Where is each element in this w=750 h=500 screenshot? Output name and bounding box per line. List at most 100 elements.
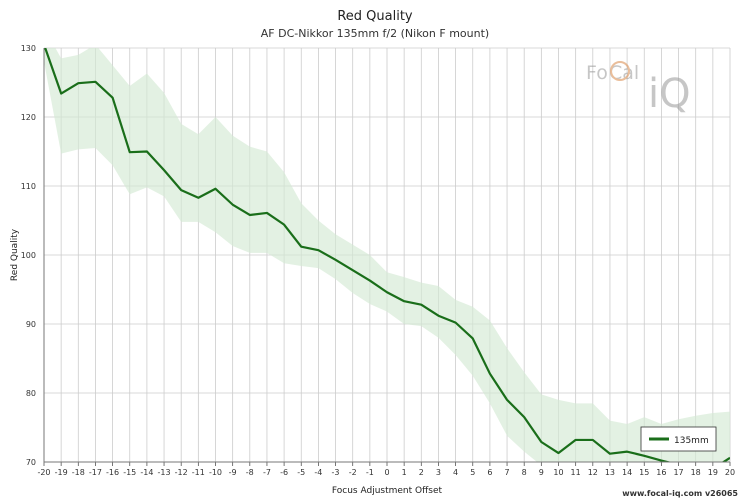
chart-subtitle: AF DC-Nikkor 135mm f/2 (Nikon F mount) (261, 27, 489, 40)
y-tick-label: 130 (21, 44, 36, 53)
data-point (163, 169, 165, 171)
legend: 135mm (640, 426, 717, 452)
chart-title: Red Quality (337, 9, 413, 24)
x-tick-label: -9 (229, 468, 237, 477)
x-tick-label: -13 (158, 468, 171, 477)
data-point (111, 96, 113, 98)
x-tick-label: 0 (384, 468, 389, 477)
data-point (609, 453, 611, 455)
x-tick-label: 7 (505, 468, 510, 477)
logo-ring-icon (610, 61, 630, 81)
x-tick-label: 11 (571, 468, 581, 477)
data-point (60, 92, 62, 94)
x-tick-label: 6 (487, 468, 492, 477)
x-tick-label: 18 (691, 468, 701, 477)
series-line-layer (43, 43, 731, 462)
x-tick-label: -16 (106, 468, 119, 477)
x-tick-label: -19 (55, 468, 68, 477)
data-point (420, 303, 422, 305)
x-tick-label: -12 (175, 468, 188, 477)
legend-label-135mm: 135mm (674, 436, 709, 446)
data-point (437, 315, 439, 317)
x-tick-label: 13 (605, 468, 615, 477)
data-point (249, 214, 251, 216)
x-tick-label: 2 (419, 468, 424, 477)
x-tick-label: 5 (470, 468, 475, 477)
x-tick-label: -3 (332, 468, 340, 477)
y-tick-label: 110 (21, 182, 36, 191)
x-tick-label: -11 (192, 468, 205, 477)
x-tick-label: 14 (622, 468, 632, 477)
x-axis-label: Focus Adjustment Offset (332, 486, 443, 496)
data-point (523, 416, 525, 418)
data-point (146, 150, 148, 152)
data-point (266, 212, 268, 214)
x-tick-label: -6 (280, 468, 288, 477)
y-tick-label: 90 (26, 320, 36, 329)
data-point (472, 337, 474, 339)
data-point (540, 441, 542, 443)
data-point (454, 321, 456, 323)
axes (43, 48, 731, 466)
data-point (352, 269, 354, 271)
data-point (660, 459, 662, 461)
data-point (300, 246, 302, 248)
x-tick-label: 1 (402, 468, 407, 477)
data-point (77, 82, 79, 84)
x-tick-label: 17 (673, 468, 683, 477)
data-point (129, 151, 131, 153)
confidence-band (44, 48, 730, 462)
x-tick-label: 9 (539, 468, 544, 477)
data-point (489, 372, 491, 374)
confidence-band-135mm (44, 48, 730, 462)
data-point (43, 43, 45, 45)
data-point (574, 439, 576, 441)
y-tick-label: 70 (26, 458, 36, 467)
data-point (197, 197, 199, 199)
x-tick-label: -10 (209, 468, 222, 477)
x-tick-label: -5 (297, 468, 305, 477)
footer-credit: www.focal-iq.com v26065 (622, 489, 738, 498)
data-point (231, 203, 233, 205)
data-point (283, 223, 285, 225)
data-point (180, 189, 182, 191)
x-tick-label: 12 (588, 468, 598, 477)
x-tick-label: -8 (246, 468, 254, 477)
x-tick-label: -4 (314, 468, 322, 477)
x-tick-label: 4 (453, 468, 458, 477)
x-tick-label: -7 (263, 468, 271, 477)
logo-text-left: Fo (586, 62, 608, 84)
x-tick-label: -14 (140, 468, 153, 477)
logo-text-right: iQ (648, 71, 691, 117)
series-line-135mm (44, 48, 730, 462)
data-point (729, 457, 731, 459)
data-point (506, 399, 508, 401)
data-point (369, 279, 371, 281)
x-tick-label: 19 (708, 468, 718, 477)
x-tick-label: 15 (639, 468, 649, 477)
data-point (643, 455, 645, 457)
data-point (626, 450, 628, 452)
x-tick-label: 8 (522, 468, 527, 477)
x-tick-label: -20 (37, 468, 50, 477)
data-point (94, 81, 96, 83)
y-axis-label: Red Quality (10, 228, 20, 281)
tick-labels: -20 -19 -18 -17 -16 -15 -14 -13 -12 -11 -10 -9 -8 -7-… (21, 44, 735, 477)
x-tick-label: -17 (89, 468, 102, 477)
x-tick-label: 16 (656, 468, 666, 477)
y-tick-label: 80 (26, 389, 36, 398)
x-tick-label: 3 (436, 468, 441, 477)
x-tick-label: -18 (72, 468, 85, 477)
x-tick-label: 20 (725, 468, 735, 477)
x-tick-label: -1 (366, 468, 374, 477)
y-tick-label: 120 (21, 113, 36, 122)
data-point (214, 188, 216, 190)
data-point (592, 439, 594, 441)
x-tick-label: -15 (123, 468, 136, 477)
y-tick-label: 100 (21, 251, 36, 260)
data-point (334, 259, 336, 261)
x-tick-label: -2 (349, 468, 357, 477)
data-point (403, 300, 405, 302)
x-tick-label: 10 (553, 468, 563, 477)
